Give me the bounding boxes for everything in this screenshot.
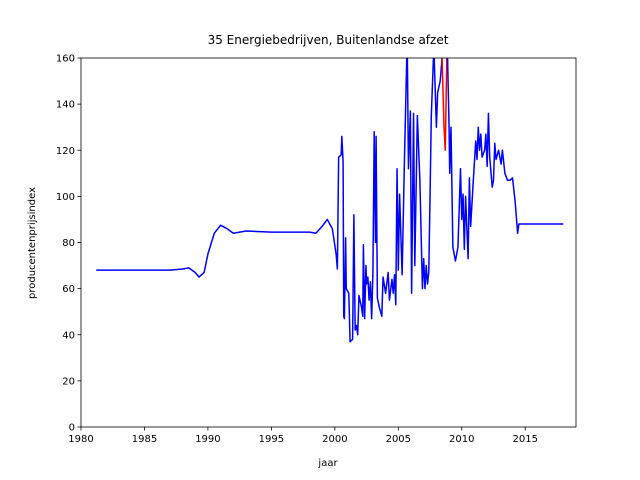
plot-area	[96, 58, 564, 343]
x-axis-label: jaar	[317, 458, 338, 469]
y-tick-label: 20	[62, 376, 75, 387]
axes-frame	[80, 57, 577, 428]
data-line	[441, 58, 448, 151]
x-tick-label: 1985	[132, 434, 157, 445]
x-tick-label: 2010	[449, 434, 474, 445]
y-tick-label: 80	[62, 238, 75, 249]
y-tick-label: 40	[62, 330, 75, 341]
y-tick-label: 120	[56, 146, 75, 157]
y-tick-label: 60	[62, 284, 75, 295]
y-axis-label: producentenprijsindex	[27, 187, 38, 299]
data-line	[96, 58, 443, 343]
x-tick-label: 2015	[513, 434, 538, 445]
x-tick-label: 1995	[259, 434, 284, 445]
y-tick-label: 0	[69, 423, 75, 434]
chart-title: 35 Energiebedrijven, Buitenlandse afzet	[208, 33, 449, 47]
data-line	[446, 58, 564, 262]
x-tick-label: 1980	[68, 434, 93, 445]
y-tick-label: 160	[56, 54, 75, 65]
x-tick-label: 2000	[322, 434, 347, 445]
x-tick-label: 2005	[386, 434, 411, 445]
y-tick-label: 100	[56, 192, 75, 203]
y-tick-label: 140	[56, 100, 75, 111]
x-tick-label: 1990	[195, 434, 220, 445]
